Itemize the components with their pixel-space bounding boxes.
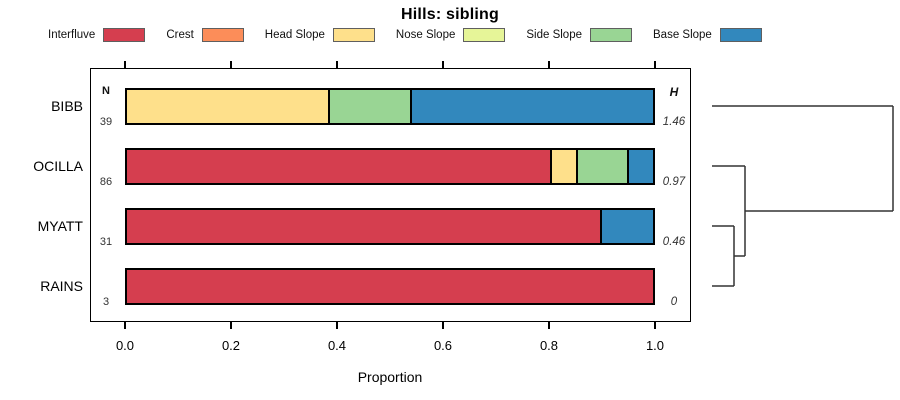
legend-label: Crest xyxy=(166,29,194,41)
legend-item-base-slope: Base Slope xyxy=(653,28,762,42)
legend-swatch xyxy=(201,28,244,42)
legend-item-side-slope: Side Slope xyxy=(526,28,632,42)
legend-swatch xyxy=(463,28,506,42)
n-column-header: N xyxy=(102,85,110,97)
legend-item-crest: Crest xyxy=(166,28,244,42)
n-value-myatt: 31 xyxy=(99,236,113,248)
h-column-header: H xyxy=(669,85,679,99)
h-value-bibb: 1.46 xyxy=(662,116,686,128)
stacked-bar-bibb xyxy=(125,88,655,125)
bar-segment-interfluve xyxy=(127,270,653,303)
row-label-rains: RAINS xyxy=(40,278,83,294)
h-value-ocilla: 0.97 xyxy=(662,176,686,188)
bar-segment-side-slope xyxy=(327,90,411,123)
axis-tick-bottom xyxy=(336,322,338,329)
legend: Interfluve Crest Head Slope Nose Slope Side … xyxy=(48,28,762,42)
axis-tick-bottom xyxy=(230,322,232,329)
axis-tick-bottom xyxy=(124,322,126,329)
bar-segment-base-slope xyxy=(600,210,653,243)
axis-tick-top xyxy=(548,61,550,68)
row-label-bibb: BIBB xyxy=(51,98,83,114)
legend-swatch xyxy=(332,28,375,42)
axis-tick-top xyxy=(442,61,444,68)
n-value-rains: 3 xyxy=(102,296,110,308)
chart-title: Hills: sibling xyxy=(401,6,499,23)
x-tick-label: 0.6 xyxy=(433,338,453,353)
row-label-myatt: MYATT xyxy=(37,218,83,234)
legend-label: Head Slope xyxy=(264,29,325,41)
bar-segment-side-slope xyxy=(576,150,627,183)
legend-item-interfluve: Interfluve xyxy=(48,28,146,42)
axis-tick-bottom xyxy=(548,322,550,329)
legend-item-nose-slope: Nose Slope xyxy=(395,28,506,42)
h-value-rains: 0 xyxy=(670,296,678,308)
bar-segment-base-slope xyxy=(626,150,654,183)
axis-tick-top xyxy=(336,61,338,68)
x-axis-title: Proportion xyxy=(357,369,423,385)
legend-swatch xyxy=(103,28,146,42)
legend-swatch xyxy=(590,28,632,42)
x-tick-label: 0.0 xyxy=(115,338,135,353)
x-tick-label: 0.8 xyxy=(539,338,559,353)
legend-label: Side Slope xyxy=(526,29,582,41)
axis-tick-top xyxy=(654,61,656,68)
axis-tick-bottom xyxy=(442,322,444,329)
legend-label: Nose Slope xyxy=(395,29,456,41)
x-tick-label: 1.0 xyxy=(645,338,665,353)
legend-swatch xyxy=(719,28,762,42)
h-value-myatt: 0.46 xyxy=(662,236,686,248)
row-label-ocilla: OCILLA xyxy=(33,158,83,174)
stacked-bar-ocilla xyxy=(125,148,655,185)
stacked-bar-rains xyxy=(125,268,655,305)
bar-segment-base-slope xyxy=(410,90,653,123)
bar-segment-interfluve xyxy=(127,150,551,183)
legend-item-head-slope: Head Slope xyxy=(265,28,375,42)
bar-segment-interfluve xyxy=(127,210,601,243)
bar-segment-head-slope xyxy=(550,150,577,183)
x-tick-label: 0.2 xyxy=(221,338,241,353)
stacked-bar-myatt xyxy=(125,208,655,245)
axis-tick-bottom xyxy=(654,322,656,329)
legend-label: Interfluve xyxy=(48,29,96,41)
bar-segment-head-slope xyxy=(127,90,328,123)
n-value-bibb: 39 xyxy=(99,116,113,128)
x-tick-label: 0.4 xyxy=(327,338,347,353)
n-value-ocilla: 86 xyxy=(99,176,113,188)
axis-tick-top xyxy=(230,61,232,68)
legend-label: Base Slope xyxy=(653,29,712,41)
axis-tick-top xyxy=(124,61,126,68)
